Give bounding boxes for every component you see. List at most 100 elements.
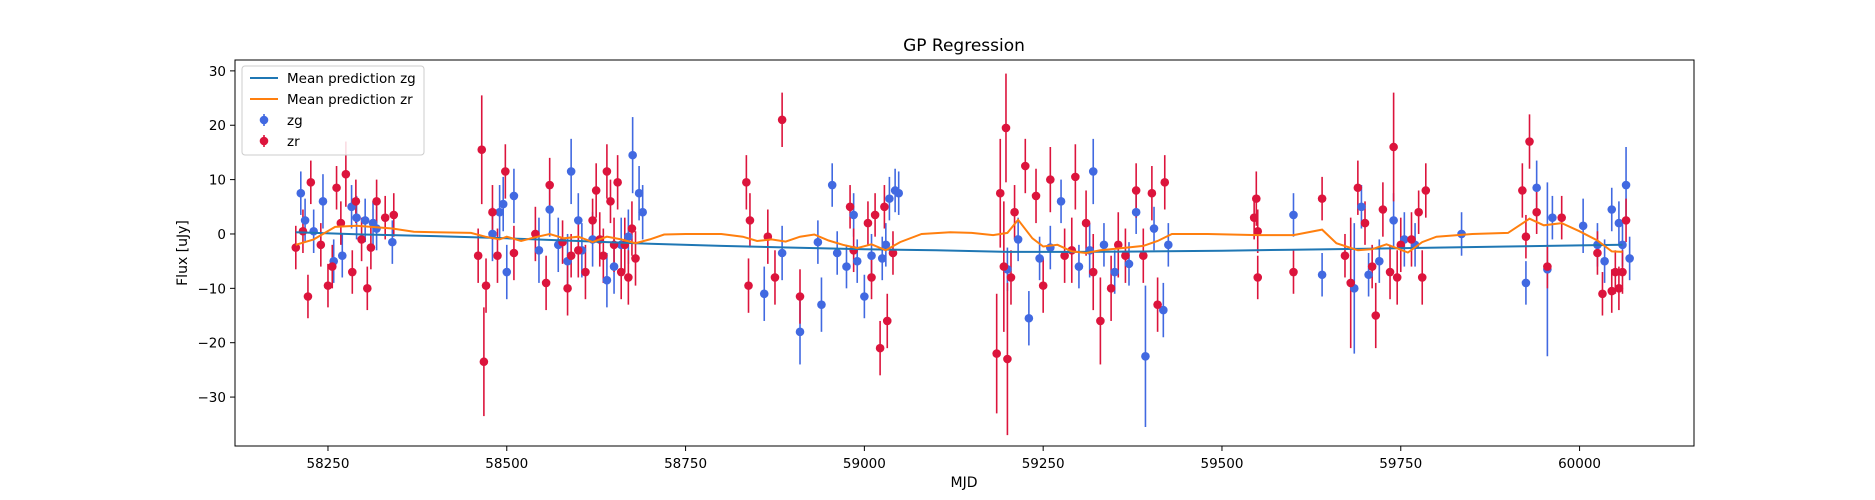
data-point-zr: [599, 251, 608, 261]
data-point-zr: [581, 267, 590, 277]
data-point-zg: [1532, 183, 1541, 193]
data-point-zr: [602, 167, 612, 176]
data-point-zr: [795, 292, 805, 301]
data-point-zr: [357, 235, 366, 244]
data-point-zr: [347, 267, 357, 277]
data-point-zg: [372, 224, 381, 233]
x-tick-label: 60000: [1558, 456, 1601, 472]
data-point-zr: [481, 281, 491, 290]
data-point-zg: [318, 197, 328, 206]
data-point-zg: [1141, 351, 1150, 361]
data-point-zr: [745, 216, 755, 225]
data-point-zr: [1611, 267, 1620, 277]
data-point-zr: [473, 251, 483, 261]
data-point-zg: [1600, 256, 1609, 266]
data-point-zr: [493, 251, 502, 261]
data-point-zr: [1088, 267, 1098, 277]
data-point-zr: [332, 183, 341, 193]
data-point-zg: [498, 199, 508, 209]
data-point-zr: [880, 202, 889, 212]
x-tick-label: 59750: [1379, 456, 1422, 472]
data-point-zg: [628, 150, 637, 160]
legend-label: zr: [287, 134, 300, 150]
data-point-zr: [1518, 186, 1527, 195]
data-point-zg: [1024, 313, 1034, 323]
data-point-zg: [1521, 278, 1531, 288]
data-point-zr: [631, 254, 640, 263]
data-point-zg: [534, 245, 544, 255]
data-point-zg: [849, 210, 858, 220]
data-point-zg: [1110, 267, 1119, 277]
data-point-zg: [502, 267, 512, 277]
data-point-zg: [609, 262, 619, 271]
data-point-zr: [777, 115, 787, 125]
data-point-zg: [860, 292, 869, 301]
data-point-zr: [363, 284, 372, 293]
data-point-zr: [1071, 172, 1080, 182]
legend-marker: [259, 115, 269, 125]
data-point-zg: [634, 188, 644, 198]
data-point-zr: [389, 210, 399, 220]
data-point-zr: [1060, 251, 1069, 261]
legend-marker: [259, 136, 269, 146]
legend: Mean prediction zg Mean prediction zr zg zr: [241, 65, 425, 156]
data-point-zr: [863, 218, 873, 228]
data-point-zg: [1035, 254, 1044, 263]
data-point-zr: [1346, 278, 1356, 288]
line-mean-prediction-zg: [295, 231, 1623, 253]
data-point-zr: [742, 178, 751, 187]
data-point-zr: [1367, 262, 1377, 271]
data-point-zr: [1121, 251, 1130, 261]
data-point-zr: [1081, 218, 1091, 228]
line-mean-prediction-zr: [295, 217, 1623, 255]
data-point-zg: [1088, 167, 1098, 176]
data-point-zr: [606, 197, 615, 206]
data-point-zg: [1375, 256, 1384, 266]
data-point-zr: [999, 262, 1009, 271]
x-tick-label: 59000: [843, 456, 886, 472]
data-point-zr: [1392, 273, 1402, 282]
data-point-zg: [495, 207, 504, 217]
data-point-zg: [832, 248, 842, 258]
data-point-zg: [602, 275, 612, 285]
data-point-zr: [1557, 213, 1566, 222]
data-point-zr: [875, 343, 885, 353]
data-point-zg: [813, 237, 823, 247]
data-point-zr: [509, 248, 519, 258]
chart-title: GP Regression: [903, 36, 1025, 56]
y-tick-label: −10: [198, 281, 227, 297]
data-point-zr: [1131, 186, 1141, 195]
data-point-zg: [1621, 180, 1631, 190]
data-point-zr: [870, 210, 880, 220]
data-point-zg: [817, 300, 826, 309]
data-point-zg: [1124, 259, 1134, 269]
data-point-zr: [1618, 267, 1627, 277]
data-point-zr: [1593, 248, 1602, 258]
data-point-zr: [616, 267, 626, 277]
data-point-zg: [545, 205, 554, 214]
data-point-zr: [867, 273, 876, 282]
data-point-zr: [1543, 262, 1552, 271]
y-tick-label: 0: [217, 227, 226, 243]
data-point-zr: [1421, 186, 1431, 195]
data-point-zr: [563, 284, 572, 293]
data-point-zr: [1525, 137, 1534, 146]
data-point-zg: [777, 248, 787, 258]
data-point-zg: [827, 180, 837, 190]
data-point-zr: [477, 145, 487, 155]
data-point-zg: [894, 188, 904, 198]
data-point-zg: [852, 256, 862, 266]
data-point-zg: [877, 254, 887, 263]
data-point-zg: [488, 229, 497, 239]
data-point-zr: [1417, 273, 1427, 282]
data-point-zg: [842, 262, 851, 271]
data-point-zg: [337, 251, 347, 261]
data-point-zr: [591, 186, 601, 195]
data-point-zg: [309, 226, 318, 236]
data-point-zr: [380, 213, 390, 222]
y-tick-label: −30: [198, 390, 227, 406]
data-point-zr: [992, 349, 1001, 358]
data-point-zr: [1378, 205, 1388, 214]
data-point-zg: [1013, 235, 1023, 244]
data-point-zg: [638, 207, 647, 217]
